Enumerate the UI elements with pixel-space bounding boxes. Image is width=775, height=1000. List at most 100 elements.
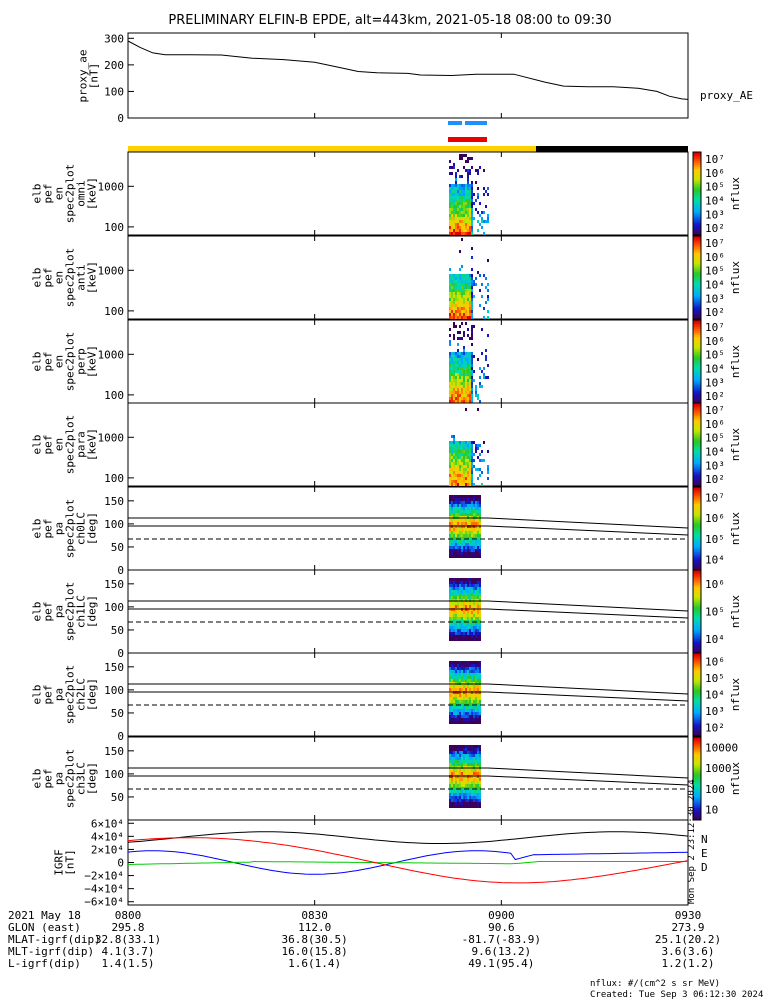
spec-pixel: [457, 400, 459, 403]
spec-pixel: [477, 552, 479, 555]
colorbar-cell: [693, 178, 701, 182]
spec-pixel: [467, 370, 469, 373]
spec-pixel: [463, 590, 465, 593]
spec-pixel: [455, 292, 457, 295]
spec-pixel: [455, 769, 457, 772]
spec-pixel: [469, 480, 471, 483]
colorbar-tick-label: 10³: [705, 705, 725, 718]
spec-pixel: [473, 805, 475, 808]
spec-pixel: [455, 226, 457, 229]
spec-pixel: [469, 358, 471, 361]
spec-pixel: [467, 721, 469, 724]
ylabel-line: spec2plot: [64, 332, 77, 392]
colorbar-cell: [693, 461, 701, 464]
spec-pixel: [473, 760, 475, 763]
spec-pixel: [459, 584, 461, 587]
colorbar-cell: [693, 813, 701, 817]
spec-pixel: [455, 552, 457, 555]
spec-pixel: [463, 578, 465, 581]
colorbar-cell: [693, 605, 701, 608]
spec-pixel: [471, 477, 473, 480]
colorbar-cell: [693, 298, 701, 301]
spec-pixel: [459, 214, 461, 217]
spec-pixel: [461, 477, 463, 480]
spec-pixel: [449, 718, 451, 721]
spec-pixel: [479, 593, 481, 596]
spec-pixel: [461, 310, 463, 313]
spec-pixel: [453, 205, 455, 208]
spec-pixel: [483, 367, 485, 370]
spec-pixel: [477, 578, 479, 581]
spec-pixel: [453, 763, 455, 766]
spec-pixel: [479, 781, 481, 784]
spec-pixel: [451, 673, 453, 676]
spec-pixel: [469, 190, 471, 193]
spec-pixel: [473, 555, 475, 558]
spec-pixel: [467, 450, 469, 453]
colorbar-tick-label: 10⁵: [705, 349, 725, 362]
spec-pixel: [463, 444, 465, 447]
spec-pixel: [449, 581, 451, 584]
colorbar-cell: [693, 711, 701, 714]
spec-pixel: [457, 679, 459, 682]
spec-pixel: [473, 528, 475, 531]
spec-pixel: [455, 208, 457, 211]
spec-pixel: [463, 450, 465, 453]
spec-pixel: [459, 229, 461, 232]
spec-pixel: [455, 304, 457, 307]
spec-pixel: [473, 718, 475, 721]
spec-pixel: [479, 629, 481, 632]
spec-pixel: [459, 232, 461, 235]
colorbar-cell: [693, 776, 701, 779]
colorbar-cell: [693, 378, 701, 381]
spec-pixel: [451, 298, 453, 301]
spec-pixel: [451, 552, 453, 555]
spec-pixel: [465, 626, 467, 629]
spec-pixel: [469, 778, 471, 781]
colorbar-cell: [693, 702, 701, 706]
spec-pixel: [463, 638, 465, 641]
spec-pixel: [455, 280, 457, 283]
colorbar-cell: [693, 262, 701, 266]
spec-pixel: [469, 522, 471, 525]
spec-pixel: [451, 382, 453, 385]
spec-pixel: [469, 277, 471, 280]
spec-pixel: [457, 513, 459, 516]
table-cell: -81.7(-83.9): [462, 933, 541, 946]
spec-pixel: [479, 274, 481, 277]
spec-pixel: [463, 584, 465, 587]
colorbar-cell: [693, 534, 701, 538]
y-tick-label: 100: [104, 518, 124, 531]
colorbar-cell: [693, 382, 701, 385]
colorbar-cell: [693, 415, 701, 419]
spec-pixel: [451, 229, 453, 232]
spec-pixel: [459, 289, 461, 292]
spec-pixel: [471, 187, 473, 190]
spec-pixel: [475, 555, 477, 558]
colorbar-label: nflux: [729, 261, 742, 294]
spec-pixel: [455, 474, 457, 477]
spec-pixel: [453, 217, 455, 220]
spec-pixel: [453, 757, 455, 760]
colorbar-cell: [693, 289, 701, 293]
colorbar-cell: [693, 222, 701, 226]
colorbar-cell: [693, 590, 701, 594]
spec-pixel: [473, 748, 475, 751]
spec-pixel: [457, 778, 459, 781]
igrf-panel: −6×10⁴−4×10⁴−2×10⁴02×10⁴4×10⁴6×10⁴NEDMon…: [84, 779, 707, 908]
spec-pixel: [473, 534, 475, 537]
spec-pixel: [453, 480, 455, 483]
spec-pixel: [485, 358, 487, 361]
spec-pixel: [449, 480, 451, 483]
spec-pixel: [453, 709, 455, 712]
spec-pixel: [461, 593, 463, 596]
ylabel-line: omni: [75, 180, 88, 207]
spec-pixel: [449, 205, 451, 208]
spec-pixel: [457, 217, 459, 220]
colorbar-cell: [693, 503, 701, 507]
spec-pixel: [453, 310, 455, 313]
spec-pixel: [477, 778, 479, 781]
spec-pixel: [453, 670, 455, 673]
spec-pixel: [449, 664, 451, 667]
spec-pixel: [465, 408, 467, 411]
